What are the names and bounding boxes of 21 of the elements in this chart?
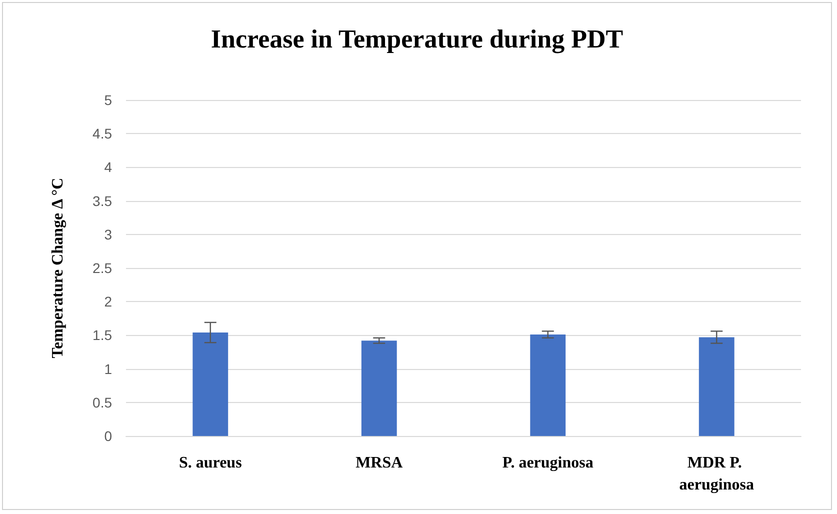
y-tick-label: 0	[104, 428, 112, 444]
bar	[698, 337, 734, 436]
y-tick-label: 1.5	[92, 327, 112, 344]
y-tick-label: 5	[104, 92, 112, 108]
x-tick-label: MDR P. aeruginosa	[679, 454, 754, 494]
bar	[361, 340, 397, 436]
y-tick-label: 4	[104, 159, 112, 176]
x-tick-label: MRSA	[356, 454, 404, 472]
y-axis-title: Temperature Change Δ °C	[50, 178, 66, 358]
bar	[530, 334, 566, 436]
x-tick-label: P. aeruginosa	[502, 454, 594, 472]
chart-title: Increase in Temperature during PDT	[210, 24, 624, 54]
y-tick-label: 0.5	[92, 394, 112, 410]
x-tick-label: S. aureus	[178, 454, 242, 472]
y-tick-label: 4.5	[92, 126, 112, 142]
y-tick-label: 2.5	[92, 260, 112, 276]
bar	[192, 332, 228, 436]
y-tick-label: 3	[104, 226, 112, 242]
y-tick-label: 3.5	[92, 192, 112, 209]
y-tick-label: 1	[104, 360, 112, 377]
y-tick-label: 2	[104, 294, 112, 310]
